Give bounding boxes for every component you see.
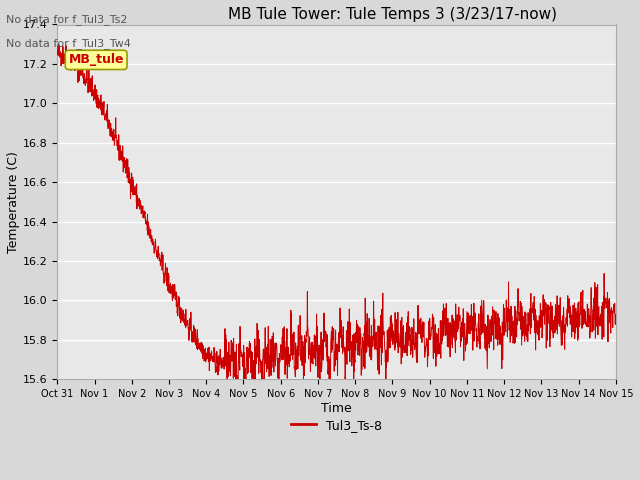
Text: MB_tule: MB_tule bbox=[68, 53, 124, 66]
Title: MB Tule Tower: Tule Temps 3 (3/23/17-now): MB Tule Tower: Tule Temps 3 (3/23/17-now… bbox=[228, 7, 557, 22]
X-axis label: Time: Time bbox=[321, 402, 352, 415]
Text: No data for f_Tul3_Tw4: No data for f_Tul3_Tw4 bbox=[6, 38, 131, 49]
Legend: Tul3_Ts-8: Tul3_Ts-8 bbox=[286, 414, 387, 437]
Text: No data for f_Tul3_Ts2: No data for f_Tul3_Ts2 bbox=[6, 14, 128, 25]
Y-axis label: Temperature (C): Temperature (C) bbox=[7, 151, 20, 253]
